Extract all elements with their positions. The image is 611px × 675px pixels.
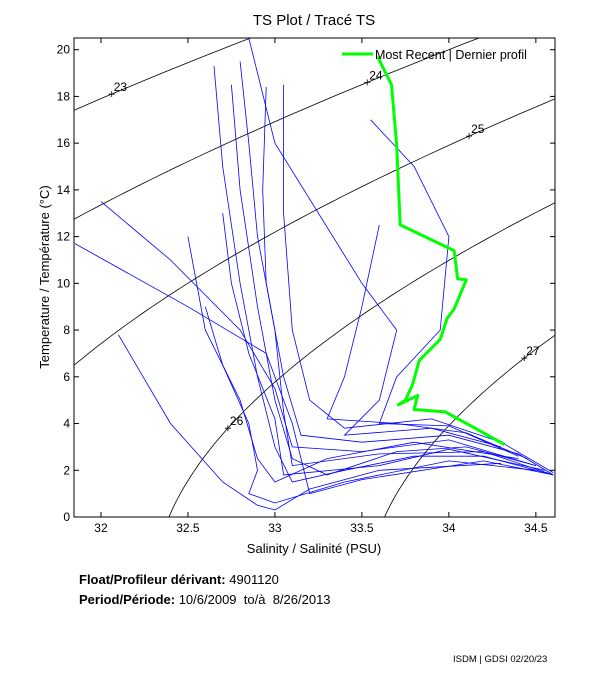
period-label: Period/Période: xyxy=(79,592,176,607)
density-label: 25 xyxy=(471,122,485,136)
legend: Most Recent | Dernier profil xyxy=(342,48,527,62)
density-contour-27 xyxy=(384,334,555,517)
density-contour-23 xyxy=(74,38,252,111)
density-label-marker xyxy=(364,79,371,86)
float-label: Float/Profileur dérivant: xyxy=(79,572,226,587)
period-from: 10/6/2009 xyxy=(178,592,237,607)
y-tick-label: 14 xyxy=(57,183,71,197)
y-tick-label: 8 xyxy=(63,323,70,337)
float-profile-line xyxy=(370,119,519,457)
float-profile-line xyxy=(118,334,502,511)
x-tick-label: 34 xyxy=(442,521,456,535)
legend-label: Most Recent | Dernier profil xyxy=(375,48,527,62)
most-recent-profile-line xyxy=(376,56,506,446)
density-label-marker xyxy=(224,425,231,432)
density-label: 23 xyxy=(114,80,128,94)
density-label: 26 xyxy=(230,414,244,428)
float-profile-line xyxy=(204,306,536,504)
density-contour-24 xyxy=(74,38,481,220)
x-tick-label: 33 xyxy=(268,521,282,535)
float-profile-line xyxy=(187,236,519,483)
x-tick-label: 32 xyxy=(94,521,108,535)
density-label-marker xyxy=(521,355,528,362)
footer-credit: ISDM | GDSI 02/20/23 xyxy=(453,654,548,665)
y-tick-label: 16 xyxy=(57,136,71,150)
chart-title: TS Plot / Tracé TS xyxy=(253,12,375,29)
x-tick-label: 33.5 xyxy=(350,521,374,535)
x-tick-label: 34.5 xyxy=(524,521,548,535)
x-tick-label: 32.5 xyxy=(176,521,200,535)
float-profile-line xyxy=(262,87,554,476)
y-tick-label: 12 xyxy=(57,230,71,244)
float-profile-line xyxy=(74,243,554,495)
y-tick-label: 6 xyxy=(63,370,70,384)
y-tick-label: 20 xyxy=(57,43,71,57)
y-tick-label: 4 xyxy=(63,417,70,431)
float-profile-line xyxy=(222,213,545,476)
axes-box xyxy=(73,37,556,518)
density-label: 24 xyxy=(369,68,383,82)
density-label-marker xyxy=(108,91,115,98)
y-axis-label: Temperature / Température (°C) xyxy=(37,185,52,368)
float-profile-line xyxy=(100,201,537,466)
float-profile-line xyxy=(231,84,537,476)
period-to-label: to/à xyxy=(243,592,266,607)
density-label-marker xyxy=(466,133,473,140)
float-profile-line xyxy=(213,65,554,483)
period-to: 8/26/2013 xyxy=(272,592,331,607)
float-info: Float/Profileur dérivant: 4901120 xyxy=(79,572,279,587)
density-label: 27 xyxy=(526,344,540,358)
y-tick-label: 10 xyxy=(57,276,71,290)
plot-area: 23 24 25 26 27 xyxy=(74,38,555,517)
float-profile-line xyxy=(248,38,502,448)
period-info: Period/Période: 10/6/2009 to/à 8/26/2013 xyxy=(79,592,331,607)
float-profile-line xyxy=(283,84,554,473)
x-axis-label: Salinity / Salinité (PSU) xyxy=(247,541,381,556)
y-tick-label: 0 xyxy=(63,510,70,524)
density-contour-25 xyxy=(74,98,555,366)
float-profile-line xyxy=(239,61,554,476)
density-contour-26 xyxy=(168,202,555,517)
float-id: 4901120 xyxy=(229,572,279,587)
float-profile-line xyxy=(326,224,528,459)
y-tick-label: 18 xyxy=(57,89,71,103)
y-tick-label: 2 xyxy=(63,463,70,477)
